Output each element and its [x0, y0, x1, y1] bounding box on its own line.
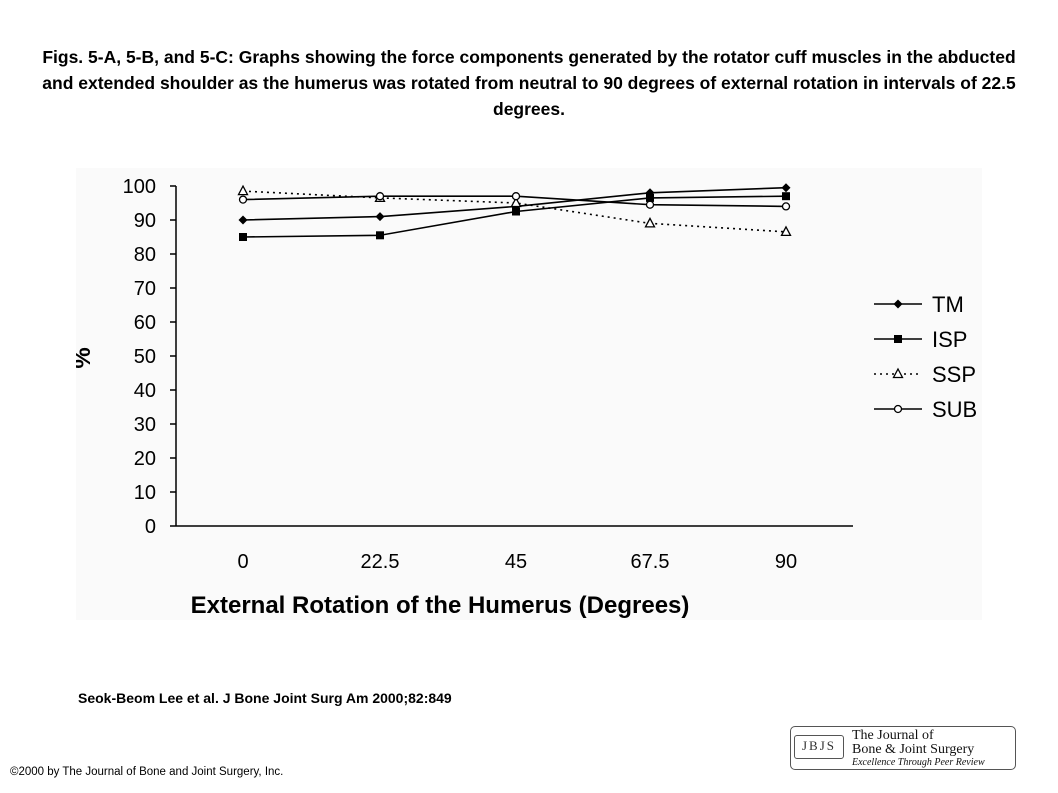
y-tick-label: 30: [134, 414, 156, 436]
x-tick-label: 67.5: [631, 551, 670, 573]
data-point-isp: [512, 207, 520, 216]
logo-line-2: Bone & Joint Surgery: [852, 742, 975, 757]
legend-label-sub: SUB: [932, 397, 977, 422]
data-point-ssp: [644, 217, 656, 228]
series-markers: [237, 183, 792, 241]
data-point-ssp: [510, 196, 522, 208]
y-axis-label: %: [76, 347, 96, 368]
data-point-isp: [376, 231, 384, 240]
data-point-tm: [375, 212, 385, 222]
y-tick-label: 100: [123, 176, 156, 198]
logo-letters: JBJS: [801, 738, 837, 753]
y-tick-labels: 0 10 20 30 40 50 60 70 80 90 100: [123, 176, 156, 538]
y-tick-label: 0: [145, 516, 156, 538]
data-point-sub: [511, 192, 521, 201]
x-tick-labels: 0 22.5 45 67.5 90: [237, 551, 797, 573]
data-point-ssp: [780, 225, 792, 237]
x-tick-label: 45: [505, 551, 527, 573]
data-point-tm: [781, 183, 791, 193]
y-tick-label: 20: [134, 448, 156, 470]
legend-label-isp: ISP: [932, 327, 967, 352]
series-line-ssp: [242, 190, 787, 233]
data-point-isp: [646, 193, 654, 202]
data-point-sub: [375, 192, 385, 201]
chart-axes: [170, 185, 853, 527]
data-point-tm: [238, 215, 248, 225]
data-point-sub: [781, 202, 791, 211]
citation: Seok-Beom Lee et al. J Bone Joint Surg A…: [78, 690, 452, 706]
y-tick-label: 50: [134, 346, 156, 368]
chart-panel: 0 10 20 30 40 50 60 70 80 90 100 0 22.5 45 67.5 90 TM I…: [69, 168, 982, 620]
legend-marker-ssp: [892, 367, 904, 379]
logo-line-3: Excellence Through Peer Review: [852, 757, 985, 768]
line-chart: 0 10 20 30 40 50 60 70 80 90 100 0 22.5 45 67.5 90 TM I…: [69, 168, 982, 620]
x-tick-label: 90: [775, 551, 797, 573]
y-tick-label: 40: [134, 380, 156, 402]
data-point-tm: [645, 188, 655, 198]
copyright-notice: ©2000 by The Journal of Bone and Joint S…: [10, 766, 284, 778]
legend-label-ssp: SSP: [932, 362, 976, 387]
logo-line-1: The Journal of: [852, 728, 934, 743]
data-point-ssp: [237, 184, 249, 196]
legend-marker-tm: [893, 299, 903, 309]
data-point-isp: [239, 233, 247, 241]
chart-legend: TM ISP SSP SUB: [874, 292, 977, 422]
x-axis-label: External Rotation of the Humerus (Degree…: [191, 592, 690, 619]
x-tick-label: 22.5: [361, 551, 400, 573]
x-tick-label: 0: [237, 551, 248, 573]
data-point-isp: [782, 192, 790, 201]
legend-marker-isp: [894, 335, 902, 343]
data-point-sub: [645, 200, 655, 209]
figure-caption: Figs. 5-A, 5-B, and 5-C: Graphs showing …: [42, 47, 1016, 119]
legend-marker-sub: [893, 404, 903, 414]
legend-label-tm: TM: [932, 292, 964, 317]
journal-logo: JBJS The Journal of Bone & Joint Surgery…: [790, 726, 1016, 770]
data-point-sub: [238, 195, 248, 204]
y-tick-label: 10: [134, 482, 156, 504]
y-tick-label: 90: [134, 210, 156, 232]
y-tick-label: 80: [134, 244, 156, 266]
y-tick-label: 70: [134, 278, 156, 300]
y-tick-label: 60: [134, 312, 156, 334]
